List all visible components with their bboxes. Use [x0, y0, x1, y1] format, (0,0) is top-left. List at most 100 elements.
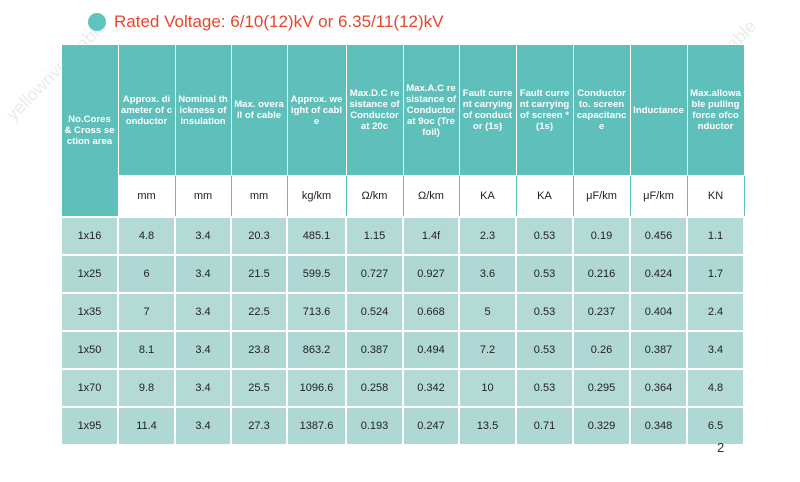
table-row: 1x95 11.4 3.4 27.3 1387.6 0.193 0.247 13.5 0.71 0… [60, 406, 745, 446]
value-cell: 8.1 [117, 330, 176, 370]
value-cell: 23.8 [230, 330, 288, 370]
unit-cell: mm [174, 175, 232, 218]
value-cell: 0.348 [629, 406, 688, 446]
value-cell: 3.6 [458, 254, 517, 294]
size-cell: 1x50 [60, 330, 119, 370]
table-row: 1x16 4.8 3.4 20.3 485.1 1.15 1.4f 2.3 0.53 0.19 0.… [60, 216, 745, 256]
value-cell: 0.727 [345, 254, 404, 294]
column-header: Inductance [629, 44, 688, 176]
value-cell: 0.53 [515, 254, 574, 294]
unit-cell: Ω/km [345, 175, 404, 218]
value-cell: 713.6 [286, 292, 347, 332]
value-cell: 1.7 [686, 254, 745, 294]
value-cell: 0.456 [629, 216, 688, 256]
column-header: Max.allowable pulling force ofconductor [686, 44, 745, 176]
value-cell: 0.26 [572, 330, 631, 370]
value-cell: 3.4 [174, 216, 232, 256]
column-header: Max. overall of cable [230, 44, 288, 176]
unit-cell: kg/km [286, 175, 347, 218]
value-cell: 0.404 [629, 292, 688, 332]
size-cell: 1x16 [60, 216, 119, 256]
column-header: Conductor to. screen capacitance [572, 44, 631, 176]
column-header: Fault current carrying of conductor (1s) [458, 44, 517, 176]
value-cell: 11.4 [117, 406, 176, 446]
value-cell: 0.193 [345, 406, 404, 446]
table-row: 1x35 7 3.4 22.5 713.6 0.524 0.668 5 0.53 0.237 0.4… [60, 292, 745, 332]
title-row: Rated Voltage: 6/10(12)kV or 6.35/11(12)… [88, 10, 444, 34]
table-row: 1x70 9.8 3.4 25.5 1096.6 0.258 0.342 10 0.53 0.29… [60, 368, 745, 408]
value-cell: 0.216 [572, 254, 631, 294]
value-cell: 3.4 [174, 254, 232, 294]
value-cell: 7 [117, 292, 176, 332]
value-cell: 0.494 [402, 330, 460, 370]
size-cell: 1x25 [60, 254, 119, 294]
units-row: mm mm mm kg/km Ω/km Ω/km KA KA μF/km μF/… [61, 175, 745, 218]
value-cell: 0.247 [402, 406, 460, 446]
value-cell: 10 [458, 368, 517, 408]
value-cell: 4.8 [117, 216, 176, 256]
value-cell: 3.4 [174, 330, 232, 370]
value-cell: 3.4 [174, 368, 232, 408]
value-cell: 3.4 [686, 330, 745, 370]
column-header: Approx. diameter of conductor [117, 44, 176, 176]
value-cell: 0.364 [629, 368, 688, 408]
unit-cell: mm [230, 175, 288, 218]
value-cell: 2.3 [458, 216, 517, 256]
value-cell: 0.387 [629, 330, 688, 370]
value-cell: 6.5 [686, 406, 745, 446]
value-cell: 0.524 [345, 292, 404, 332]
column-header: Approx. weight of cable [286, 44, 347, 176]
value-cell: 0.387 [345, 330, 404, 370]
value-cell: 0.237 [572, 292, 631, 332]
unit-cell: μF/km [629, 175, 688, 218]
value-cell: 4.8 [686, 368, 745, 408]
value-cell: 25.5 [230, 368, 288, 408]
value-cell: 1.15 [345, 216, 404, 256]
value-cell: 7.2 [458, 330, 517, 370]
column-header: Nominal thickness of insulation [174, 44, 232, 176]
value-cell: 1387.6 [286, 406, 347, 446]
value-cell: 0.19 [572, 216, 631, 256]
unit-cell: KN [686, 175, 745, 218]
page-number: 2 [717, 440, 725, 455]
value-cell: 863.2 [286, 330, 347, 370]
value-cell: 27.3 [230, 406, 288, 446]
table-row: 1x50 8.1 3.4 23.8 863.2 0.387 0.494 7.2 0.53 0.26… [60, 330, 745, 370]
size-cell: 1x95 [60, 406, 119, 446]
unit-cell: mm [117, 175, 176, 218]
size-cell: 1x70 [60, 368, 119, 408]
value-cell: 1096.6 [286, 368, 347, 408]
value-cell: 1.1 [686, 216, 745, 256]
value-cell: 5 [458, 292, 517, 332]
value-cell: 0.53 [515, 292, 574, 332]
value-cell: 0.927 [402, 254, 460, 294]
value-cell: 2.4 [686, 292, 745, 332]
column-header: No.Cores & Cross section area [60, 44, 119, 218]
value-cell: 0.258 [345, 368, 404, 408]
column-header: Fault current carrying of screen * (1s) [515, 44, 574, 176]
unit-cell: μF/km [572, 175, 631, 218]
value-cell: 0.53 [515, 368, 574, 408]
value-cell: 0.53 [515, 330, 574, 370]
value-cell: 0.668 [402, 292, 460, 332]
size-cell: 1x35 [60, 292, 119, 332]
value-cell: 3.4 [174, 406, 232, 446]
value-cell: 0.342 [402, 368, 460, 408]
value-cell: 1.4f [402, 216, 460, 256]
unit-cell: KA [515, 175, 574, 218]
unit-cell: Ω/km [402, 175, 460, 218]
value-cell: 0.53 [515, 216, 574, 256]
column-header: Max.D.C resistance of Conductor at 20c [345, 44, 404, 176]
value-cell: 13.5 [458, 406, 517, 446]
cable-spec-table: No.Cores & Cross section area Approx. di… [60, 44, 745, 446]
value-cell: 22.5 [230, 292, 288, 332]
page-title: Rated Voltage: 6/10(12)kV or 6.35/11(12)… [114, 12, 444, 31]
value-cell: 20.3 [230, 216, 288, 256]
value-cell: 0.71 [515, 406, 574, 446]
column-header: Max.A.C resistance of Conductor at 9oc (… [402, 44, 460, 176]
value-cell: 6 [117, 254, 176, 294]
value-cell: 599.5 [286, 254, 347, 294]
table-row: 1x25 6 3.4 21.5 599.5 0.727 0.927 3.6 0.53 0.216 0… [60, 254, 745, 294]
value-cell: 485.1 [286, 216, 347, 256]
value-cell: 3.4 [174, 292, 232, 332]
